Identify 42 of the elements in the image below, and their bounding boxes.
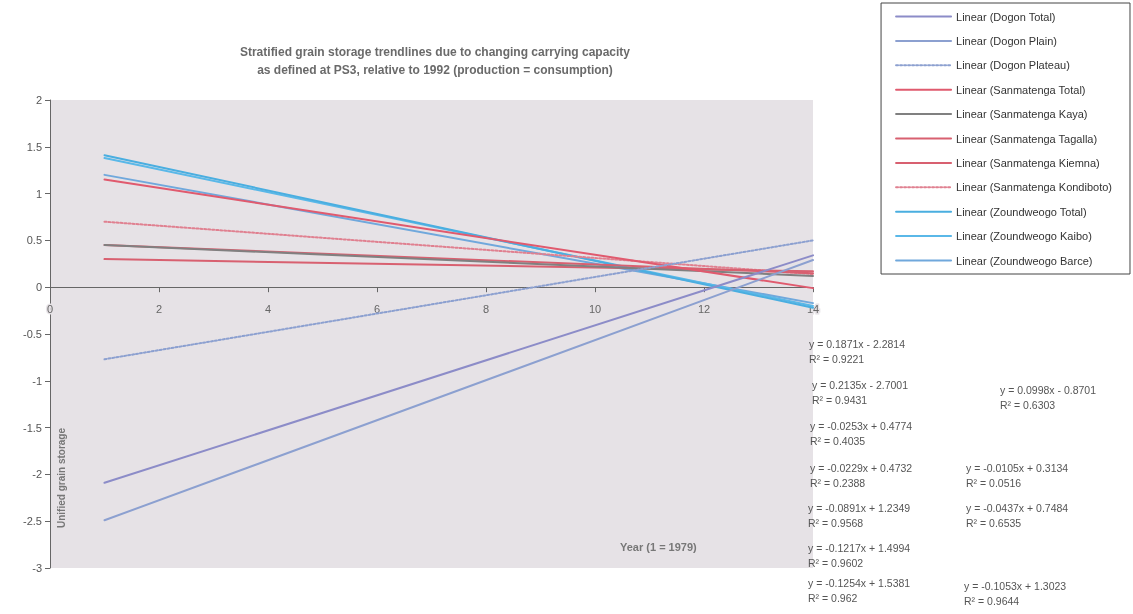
legend-label: Linear (Dogon Plain) [956,34,1057,47]
legend-label: Linear (Sanmatenga Total) [956,83,1086,96]
text: y = -0.1254x + 1.5381 R² = 0.962 [808,576,911,604]
y-tick-label: 2 [35,94,42,106]
y-tick-label: -3 [32,562,42,574]
legend-label: Linear (Sanmatenga Kondiboto) [956,181,1113,194]
text: y = 0.0998x - 0.8701 R² = 0.6303 [1000,383,1097,411]
x-tick-label: 2 [155,302,163,315]
y-axis-title: Unified grain storage [55,427,67,529]
annotation: y = -0.1217x + 1.4994 R² = 0.9602 [808,541,911,569]
legend-label: Linear (Sanmatenga Kaya) [956,108,1088,121]
y-tick-label: 0.5 [26,234,42,247]
x-tick-label: 6 [373,302,381,315]
x-tick-label: 4 [264,302,272,315]
y-tick-label: -1 [32,374,42,387]
chart-title: Stratified grain storage trendlines due to changing carrying capacity as defined at PS3, relative to 1992 (production = consumption) [239,45,631,77]
annotation: y = -0.0891x + 1.2349 R² = 0.9568 [808,501,911,529]
legend-label: Linear (Zoundweogo Total) [956,205,1087,218]
legend-label: Linear (Zoundweogo Barce) [956,254,1093,267]
text: y = -0.0437x + 0.7484 R² = 0.6535 [966,501,1069,529]
annotation: y = 0.2135x - 2.7001 R² = 0.9431 [812,378,909,406]
annotation: y = 0.1871x - 2.2814 R² = 0.9221 [809,337,906,365]
y-tick-label: 1.5 [26,140,42,153]
legend-label: Linear (Sanmatenga Kiemna) [956,156,1100,169]
x-tick-label: 10 [588,302,602,315]
x-tick-label: 12 [697,302,711,315]
y-tick-label: 0 [35,281,42,294]
text: y = -0.0105x + 0.3134 R² = 0.0516 [966,461,1069,489]
legend-label: Linear (Zoundweogo Kaibo) [956,230,1092,243]
legend-label: Linear (Dogon Total) [956,10,1056,23]
y-tick-label: 1 [35,187,42,200]
x-axis-title: Year (1 = 1979) [620,540,698,553]
legend-label: Linear (Sanmatenga Tagalla) [956,132,1098,145]
y-tick-label: -0.5 [23,328,42,340]
annotation: y = -0.0253x + 0.4774 R² = 0.4035 [810,419,913,447]
y-tick-label: -1.5 [23,421,42,434]
legend-label: Linear (Dogon Plateau) [956,59,1070,72]
y-tick-label: -2.5 [23,515,42,528]
text: y = -0.1053x + 1.3023 R² = 0.9644 [964,579,1067,607]
y-tick-label: -2 [32,468,42,481]
x-tick-label: 8 [482,302,490,315]
annotation: y = -0.0229x + 0.4732 R² = 0.2388 [810,461,913,489]
